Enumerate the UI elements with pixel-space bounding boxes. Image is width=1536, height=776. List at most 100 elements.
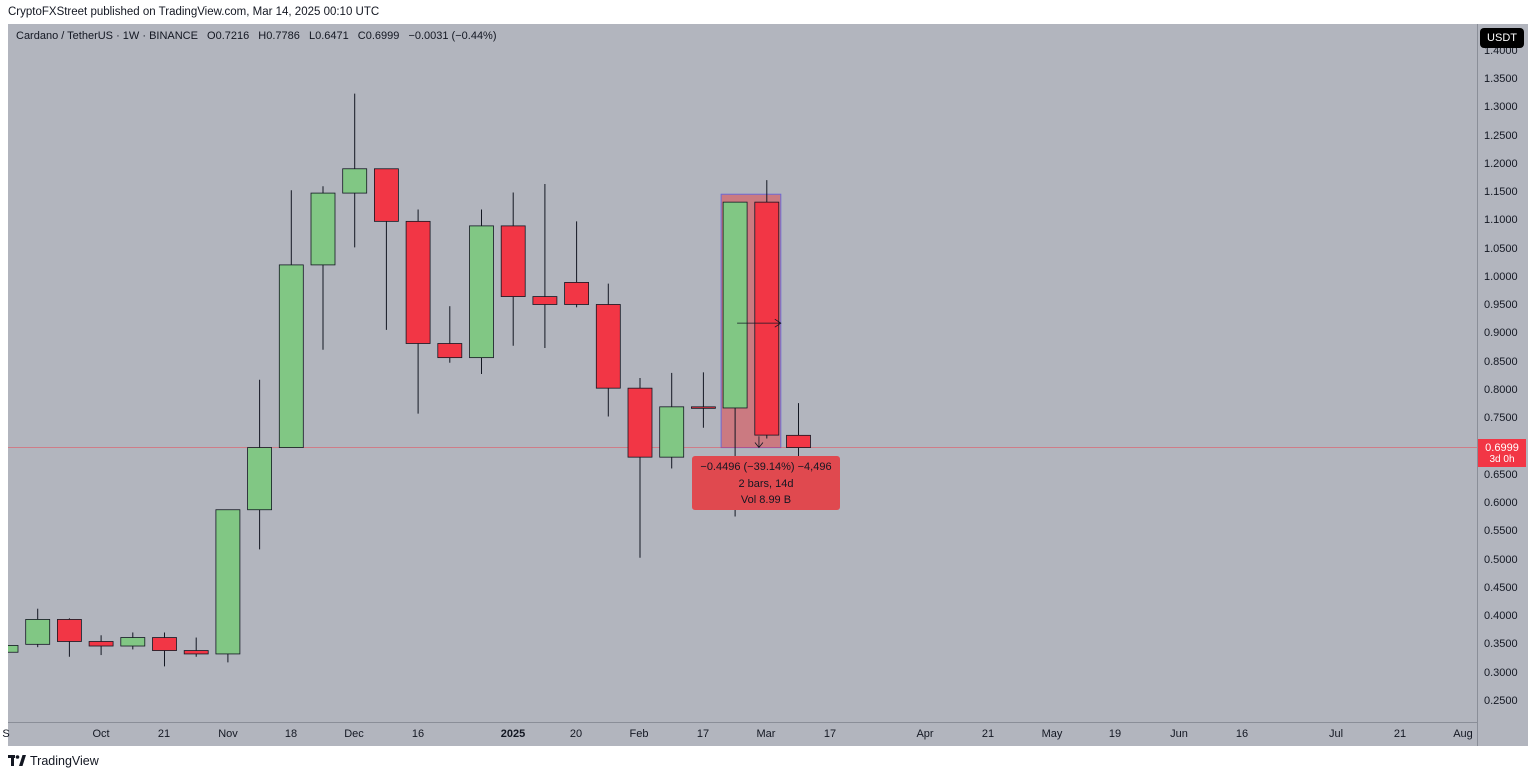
candle-body: [152, 637, 177, 651]
candle[interactable]: [659, 372, 685, 469]
time-axis[interactable]: [8, 722, 1477, 747]
price-tick-label: 1.0000: [1484, 270, 1518, 283]
time-tick-label: Apr: [916, 728, 934, 740]
candle[interactable]: [278, 190, 304, 448]
legend-close: C0.6999: [357, 30, 400, 42]
legend-high: H0.7786: [258, 30, 300, 42]
brand-name: TradingView: [30, 754, 99, 768]
candle-body: [405, 220, 431, 344]
candle-body: [342, 168, 368, 194]
candle-body: [88, 641, 114, 647]
time-tick-label: S: [2, 728, 10, 740]
candle[interactable]: [500, 192, 526, 346]
last-price-label: 0.6999 3d 0h: [1478, 439, 1526, 467]
candle[interactable]: [88, 635, 114, 656]
chart-pane[interactable]: Cardano / TetherUS · 1W · BINANCE O0.721…: [2, 24, 1529, 747]
candle-body: [722, 201, 748, 409]
candle[interactable]: [627, 377, 653, 558]
candle-body: [373, 168, 399, 222]
time-tick-label: 21: [981, 728, 995, 740]
candle[interactable]: [120, 632, 146, 650]
candle[interactable]: [8, 645, 19, 653]
price-tick-label: 0.6500: [1484, 468, 1518, 481]
price-tick-label: 1.1000: [1484, 214, 1518, 227]
candle[interactable]: [373, 168, 399, 330]
candle[interactable]: [469, 209, 494, 375]
price-tick-label: 1.0500: [1484, 242, 1518, 255]
candle-body: [659, 406, 685, 458]
candle[interactable]: [691, 372, 716, 428]
candle[interactable]: [532, 184, 558, 349]
price-tick-label: 1.2000: [1484, 157, 1518, 170]
time-tick-label: 16: [411, 728, 425, 740]
candle[interactable]: [183, 637, 209, 657]
candle-body: [564, 282, 589, 305]
publisher-caption: CryptoFXStreet published on TradingView.…: [8, 6, 380, 18]
time-tick-label: 20: [569, 728, 583, 740]
price-tick-label: 0.7500: [1484, 412, 1518, 425]
tradingview-logo-icon: [8, 755, 26, 766]
time-tick-label: 17: [823, 728, 837, 740]
candle[interactable]: [405, 209, 431, 414]
candle[interactable]: [595, 283, 621, 417]
bar-countdown: 3d 0h: [1489, 454, 1515, 465]
candle[interactable]: [722, 201, 748, 517]
symbol-legend: Cardano / TetherUS · 1W · BINANCE O0.721…: [16, 30, 503, 42]
price-tick-label: 1.2500: [1484, 129, 1518, 142]
legend-low: L0.6471: [308, 30, 349, 42]
candle[interactable]: [152, 632, 177, 667]
candle-body: [310, 192, 336, 266]
time-tick-label: Jun: [1170, 728, 1188, 740]
price-tick-label: 0.5000: [1484, 553, 1518, 566]
candle-body: [754, 201, 780, 436]
time-tick-label: 16: [1235, 728, 1249, 740]
time-tick-label: May: [1041, 728, 1063, 740]
candle[interactable]: [437, 306, 463, 363]
time-tick-label: Dec: [344, 728, 364, 740]
currency-button[interactable]: USDT: [1480, 28, 1524, 48]
candle[interactable]: [57, 618, 82, 657]
legend-symbol[interactable]: Cardano / TetherUS · 1W · BINANCE: [16, 30, 198, 42]
time-tick-label: 19: [1108, 728, 1122, 740]
candle-body: [532, 296, 558, 305]
candle-body: [437, 343, 463, 359]
price-tick-label: 0.2500: [1484, 695, 1518, 707]
tradingview-logo[interactable]: TradingView: [8, 754, 99, 768]
measure-volume: Vol 8.99 B: [740, 494, 792, 506]
time-tick-label: Mar: [756, 728, 776, 740]
measure-bars: 2 bars, 14d: [738, 477, 794, 490]
time-tick-label: 18: [284, 728, 298, 740]
candle-body: [469, 225, 494, 359]
candle[interactable]: [247, 379, 273, 550]
time-tick-label: 21: [157, 728, 171, 740]
time-tick-label: 17: [696, 728, 710, 740]
candle-body: [627, 387, 653, 458]
candle-body: [691, 406, 716, 409]
time-tick-label: Jul: [1328, 728, 1344, 740]
candle[interactable]: [215, 509, 241, 663]
candle-body: [183, 650, 209, 655]
candlestick-plot[interactable]: [8, 24, 1477, 722]
candle-body: [8, 645, 19, 653]
candle[interactable]: [310, 186, 336, 350]
price-tick-label: 1.1500: [1484, 186, 1518, 199]
candle[interactable]: [754, 180, 780, 439]
candle-body: [215, 509, 241, 655]
last-price-value: 0.6999: [1485, 442, 1519, 454]
price-tick-label: 0.6000: [1484, 497, 1518, 510]
price-tick-label: 0.9500: [1484, 299, 1518, 312]
time-tick-label: 2025: [500, 728, 526, 740]
time-tick-label: Aug: [1453, 728, 1473, 740]
price-tick-label: 1.3000: [1484, 101, 1518, 114]
measure-info-box: −0.4496 (−39.14%) −4,496 2 bars, 14d Vol…: [692, 456, 840, 510]
candle-body: [25, 619, 51, 645]
candle[interactable]: [25, 608, 51, 648]
price-axis[interactable]: [1477, 24, 1529, 746]
candle-body: [278, 264, 304, 448]
candle-body: [57, 619, 82, 642]
price-tick-label: 0.3000: [1484, 666, 1518, 679]
candle[interactable]: [564, 221, 589, 308]
candle-body: [786, 434, 811, 449]
candle[interactable]: [342, 93, 368, 248]
price-tick-label: 0.9000: [1484, 327, 1518, 340]
